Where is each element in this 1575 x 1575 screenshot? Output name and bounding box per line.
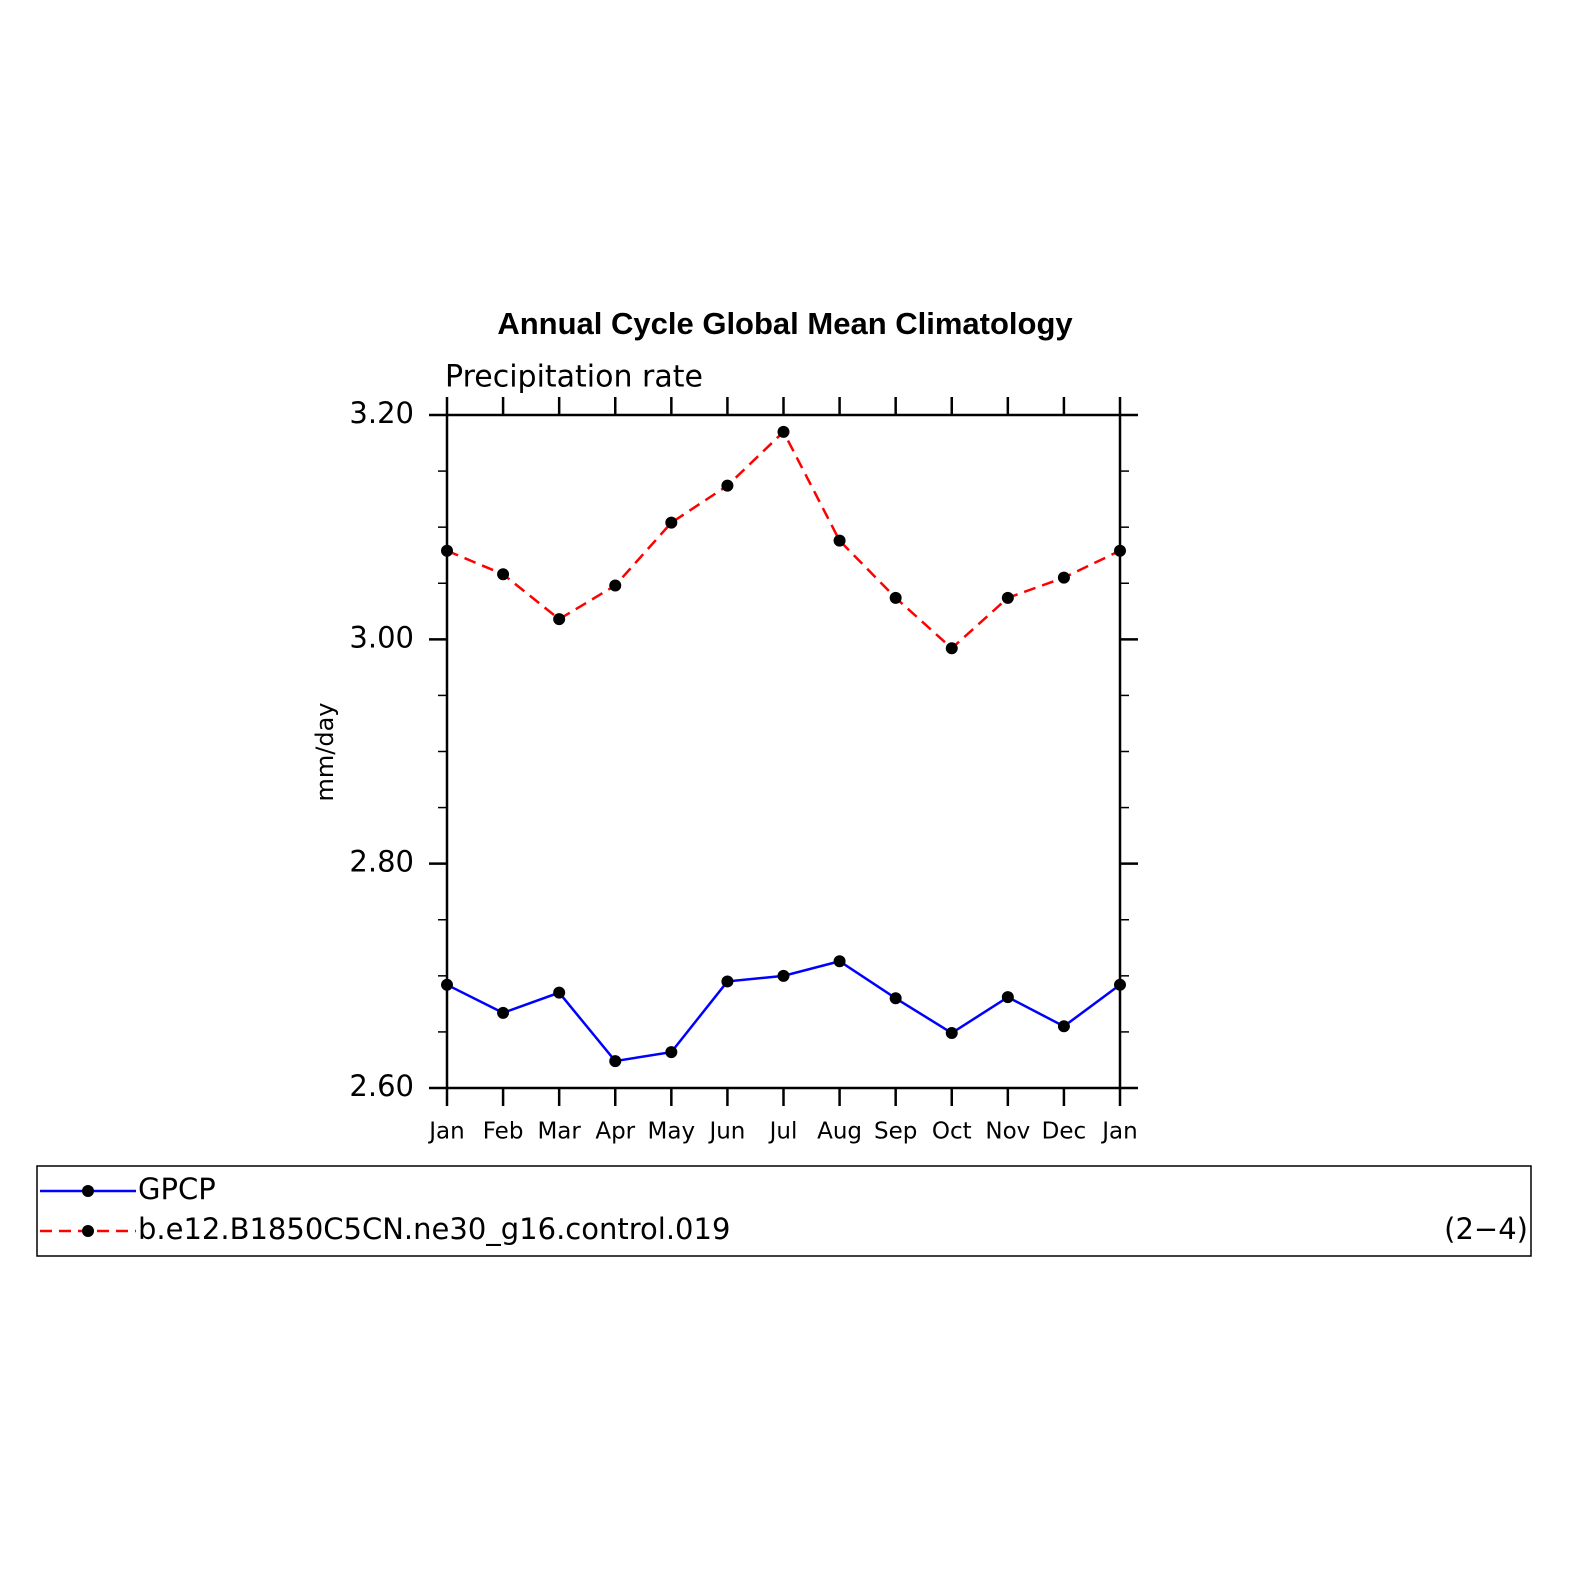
data-point (833, 534, 846, 547)
x-tick-label: Sep (874, 1119, 917, 1145)
data-point (441, 978, 453, 991)
data-point (497, 568, 510, 581)
x-tick-label: Jan (1100, 1119, 1137, 1145)
x-tick-label: Aug (817, 1119, 862, 1145)
x-tick-label: Feb (483, 1119, 524, 1145)
chart-subtitle: Precipitation rate (445, 360, 703, 395)
x-tick-label: Dec (1042, 1119, 1087, 1145)
data-point (889, 591, 902, 604)
data-point (609, 1055, 622, 1068)
x-tick-label: Oct (932, 1119, 972, 1145)
data-point (1001, 991, 1014, 1004)
legend-label: GPCP (138, 1172, 216, 1206)
legend-marker (82, 1225, 94, 1237)
data-point (1057, 1020, 1070, 1033)
y-axis-label: mm/day (311, 703, 339, 802)
data-point (497, 1006, 510, 1019)
x-tick-label: Jan (427, 1119, 464, 1145)
data-point (945, 642, 958, 655)
data-point (721, 975, 734, 988)
x-tick-label: Mar (537, 1119, 581, 1145)
data-point (553, 986, 566, 999)
data-point (777, 425, 790, 438)
y-tick-label: 2.80 (349, 845, 414, 879)
x-tick-label: Nov (985, 1119, 1030, 1145)
data-point (833, 955, 846, 968)
data-point (553, 613, 566, 626)
x-tick-label: Jul (768, 1119, 798, 1145)
legend-marker (82, 1185, 94, 1197)
data-point (721, 479, 734, 492)
y-tick-label: 3.00 (349, 620, 414, 654)
y-tick-label: 2.60 (349, 1069, 414, 1103)
series-line (446, 429, 1121, 650)
legend-box (36, 1165, 1532, 1257)
x-tick-label: Jun (707, 1119, 745, 1145)
data-point (1114, 544, 1126, 557)
plot-frame (445, 413, 1122, 1090)
legend-label: b.e12.B1850C5CN.ne30_g16.control.019 (138, 1212, 730, 1246)
data-point (889, 992, 902, 1005)
data-point (1114, 978, 1126, 991)
chart-title: Annual Cycle Global Mean Climatology (497, 306, 1073, 341)
data-point (1001, 591, 1014, 604)
data-point (777, 969, 790, 982)
y-tick-label: 3.20 (349, 396, 414, 430)
x-tick-label: May (648, 1119, 696, 1145)
annotation: (2−4) (1444, 1212, 1528, 1246)
data-point (441, 544, 453, 557)
data-point (665, 516, 678, 529)
data-point (665, 1046, 678, 1059)
data-point (609, 579, 622, 592)
x-tick-label: Apr (595, 1119, 635, 1145)
data-point (945, 1027, 958, 1040)
data-point (1057, 571, 1070, 584)
